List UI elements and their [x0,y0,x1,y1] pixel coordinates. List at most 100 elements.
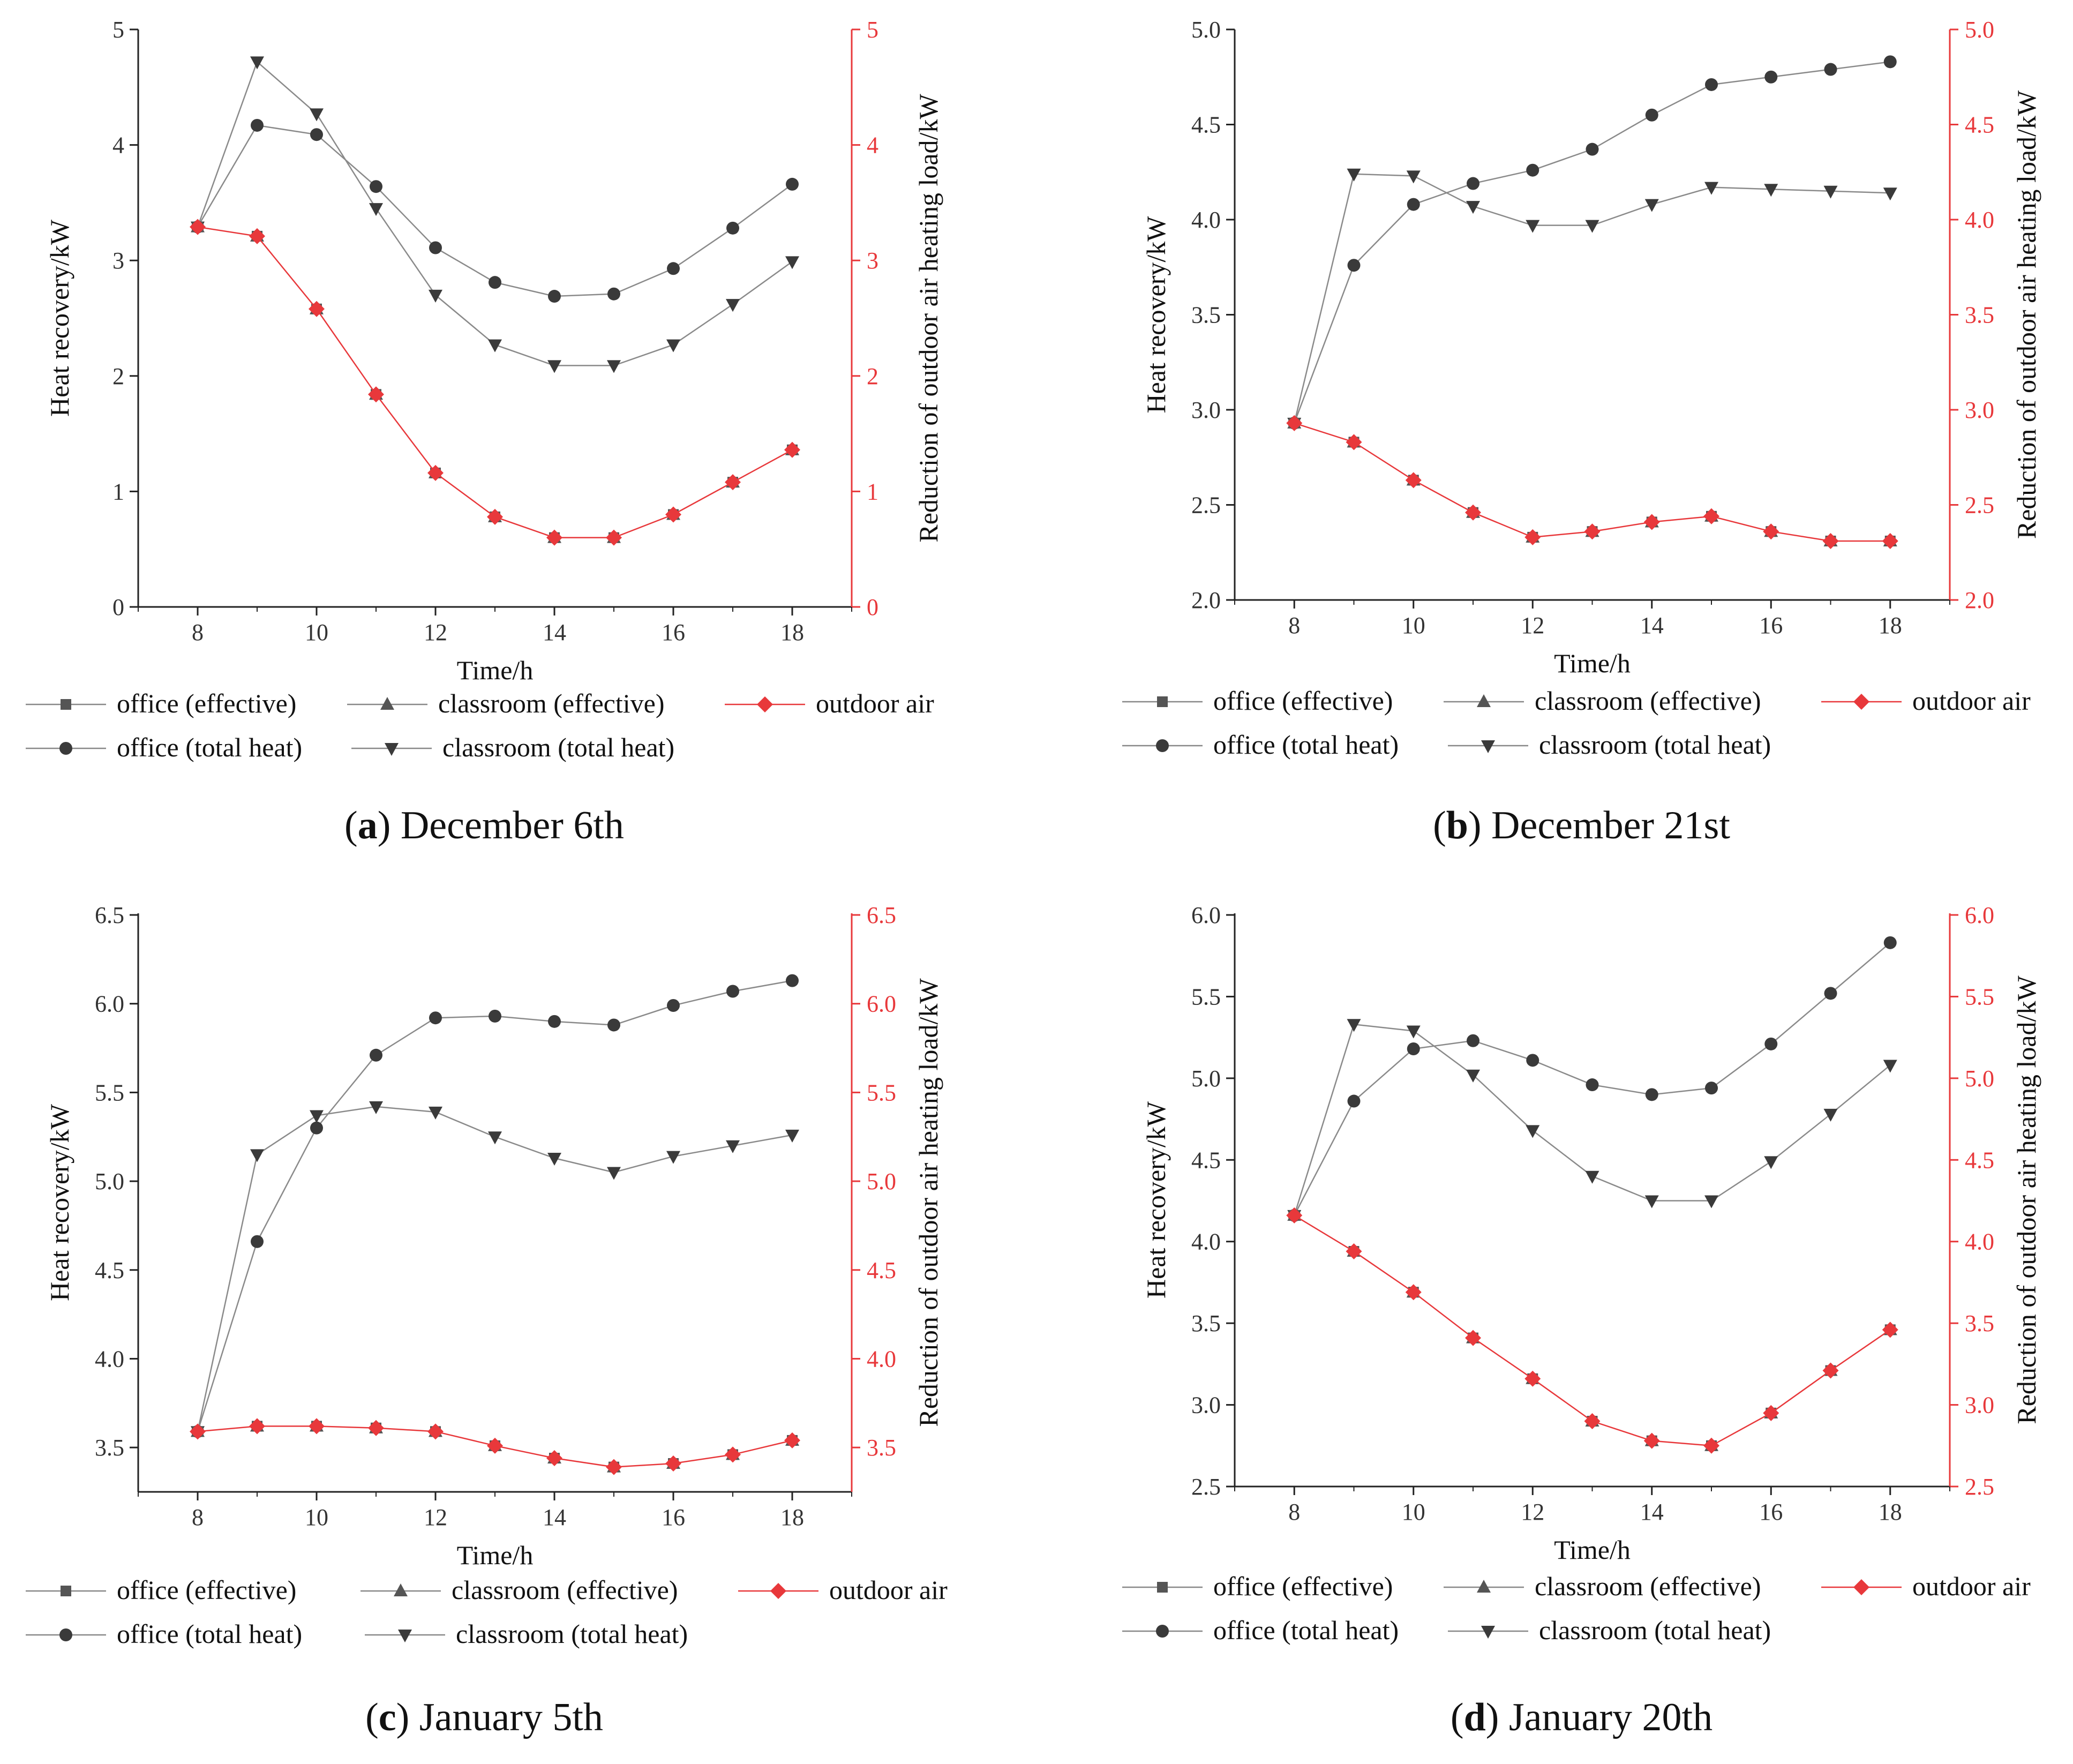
y-axis-title: Heat recovery/kW [44,219,74,417]
data-point-outdoor-air [1465,504,1481,521]
y-right-tick-label: 1 [867,478,878,505]
legend-office-total-heat-label: office (total heat) [117,1619,302,1649]
caption-letter: d [1464,1695,1486,1739]
y-right-tick-label: 5.5 [1965,984,1994,1010]
data-point-office-total-heat [1705,78,1718,91]
series-line-office-total-heat- [197,124,793,297]
x-tick-label: 8 [1288,612,1300,639]
data-point-outdoor-air [546,1450,562,1467]
legend-classroom-total-heat-marker [1481,1626,1495,1639]
y-right-axis-title: Reduction of outdoor air heating load/kW [2011,975,2041,1424]
caption-open: ( [1451,1695,1464,1739]
data-point-classroom-total-heat [547,1152,561,1166]
y-axis-title: Heat recovery/kW [44,1104,74,1301]
data-point-outdoor-air [1643,514,1660,530]
legend-classroom-effective-label: classroom (effective) [452,1575,678,1605]
x-tick-label: 8 [192,619,204,645]
data-point-outdoor-air [1643,1432,1660,1449]
legend-outdoor-air-label: outdoor air [816,688,934,718]
y-tick-label: 1 [112,478,124,505]
data-point-outdoor-air [249,228,265,244]
y-right-tick-label: 4.0 [1965,1229,1994,1255]
x-tick-label: 18 [780,619,804,645]
data-point-classroom-total-heat [785,1129,799,1143]
series-line-office-total-heat- [197,980,793,1432]
data-point-classroom-total-heat [1704,182,1718,195]
data-point-outdoor-air [606,1459,622,1475]
data-point-outdoor-air [1584,523,1601,540]
data-point-outdoor-air [309,1418,325,1435]
legend-office-total-heat-label: office (total heat) [1213,730,1399,760]
data-point-outdoor-air [546,529,562,546]
legend-classroom-total-heat-label: classroom (total heat) [442,732,674,762]
y-tick-label: 3.5 [95,1435,124,1461]
data-point-outdoor-air [1286,415,1303,431]
data-point-outdoor-air [190,219,206,235]
data-point-office-total-heat [548,290,561,303]
y-right-tick-label: 4.5 [867,1257,896,1283]
legend: office (effective) classroom (effective) o… [1122,686,2031,760]
data-point-office-total-heat [726,221,739,235]
legend-classroom-total-heat-label: classroom (total heat) [1539,1615,1771,1645]
y-tick-label: 2.5 [1191,1474,1221,1500]
y-right-axis-title: Reduction of outdoor air heating load/kW [2011,90,2041,539]
x-tick-label: 8 [192,1504,204,1530]
data-point-office-total-heat [370,180,382,193]
y-tick-label: 4.5 [95,1257,124,1283]
data-point-outdoor-air [1822,1362,1839,1379]
legend-office-effective-label: office (effective) [117,688,296,718]
panel-d: 2.5 2.5 3.0 3.0 3.5 3.5 4.0 4.0 4.5 4.5 5.0 5.0 5.5 5… [1122,902,2041,1739]
data-point-outdoor-air [1524,529,1541,545]
caption-letter: c [379,1695,396,1739]
data-point-outdoor-air [1346,1243,1362,1260]
y-tick-label: 4 [112,132,124,159]
data-point-outdoor-air [487,1437,503,1454]
caption-text: ) January 5th [396,1695,603,1739]
legend-classroom-total-heat-marker [385,743,399,756]
data-point-office-total-heat [1645,108,1658,122]
data-point-outdoor-air [1882,532,1898,549]
y-tick-label: 4.0 [1191,1229,1221,1255]
data-point-classroom-total-heat [1466,1069,1480,1083]
data-point-office-total-heat [548,1015,561,1028]
data-point-outdoor-air [725,474,741,491]
y-tick-label: 5.0 [1191,17,1221,43]
data-point-classroom-total-heat [1347,168,1361,182]
panel-caption: (c) January 5th [365,1695,603,1739]
x-tick-label: 14 [543,619,566,645]
data-point-office-total-heat [1407,1042,1420,1055]
data-point-office-total-heat [1764,70,1778,84]
data-point-classroom-total-heat [1526,220,1540,233]
data-point-outdoor-air [487,508,503,525]
y-tick-label: 4.0 [1191,207,1221,233]
panel-caption: (b) December 21st [1433,804,1730,847]
x-tick-label: 12 [424,1504,447,1530]
data-point-classroom-total-heat [1764,1156,1778,1169]
data-point-office-total-heat [429,1011,442,1025]
data-point-classroom-total-heat [1644,1195,1659,1208]
data-point-outdoor-air [665,506,681,523]
y-tick-label: 4.5 [1191,112,1221,138]
legend-office-effective-label: office (effective) [117,1575,296,1605]
data-point-classroom-total-heat [1526,1125,1540,1138]
legend-classroom-total-heat-label: classroom (total heat) [1539,730,1771,760]
data-point-classroom-total-heat [369,203,383,216]
data-point-outdoor-air [1703,1437,1719,1454]
legend-office-total-heat-label: office (total heat) [117,732,302,762]
series-line-office-total-heat- [1294,61,1890,424]
legend-outdoor-air-label: outdoor air [1912,686,2031,716]
data-point-office-total-heat [1824,63,1837,76]
y-right-tick-label: 0 [867,594,878,620]
data-point-classroom-total-heat [1466,201,1480,214]
data-point-office-total-heat [489,1009,501,1023]
y-tick-label: 3.0 [1191,1392,1221,1418]
legend-office-effective-marker [1157,696,1168,707]
data-point-classroom-total-heat [666,339,680,352]
caption-letter: a [358,804,378,847]
y-tick-label: 4.0 [95,1346,124,1372]
panel-caption: (d) January 20th [1451,1695,1713,1739]
data-point-outdoor-air [784,1432,800,1448]
data-point-office-total-heat [1586,142,1599,156]
legend-outdoor-air-label: outdoor air [1912,1571,2031,1601]
data-point-office-total-heat [1347,1094,1361,1108]
